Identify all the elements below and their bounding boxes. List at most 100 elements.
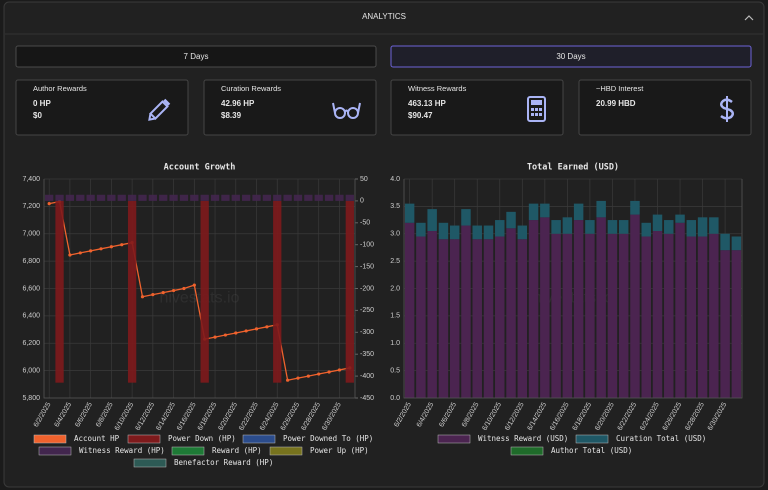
line-point — [161, 291, 165, 295]
range-button[interactable] — [390, 45, 752, 68]
line-point — [306, 374, 310, 378]
y-tick-label: 7,400 — [22, 176, 40, 183]
bar-segment — [551, 220, 561, 234]
bar — [76, 194, 85, 201]
line-point — [213, 335, 217, 339]
y2-tick-label: 0 — [360, 198, 364, 205]
bar-segment — [675, 214, 685, 223]
legend-label: Power Downed To (HP) — [283, 434, 373, 443]
plot-frame — [403, 179, 743, 399]
legend-label: Witness Reward (HP) — [79, 446, 165, 455]
legend-swatch — [38, 446, 72, 456]
range-button[interactable] — [15, 45, 377, 68]
y-tick-label: 0.0 — [390, 395, 400, 402]
bar — [221, 194, 230, 201]
bar-segment — [596, 200, 606, 218]
line-point — [192, 283, 196, 287]
legend-swatch — [269, 446, 303, 456]
range-button-label: 30 Days — [556, 52, 585, 61]
bar-segment — [517, 239, 528, 398]
bar-segment — [551, 233, 561, 398]
bar-segment — [731, 250, 742, 398]
bar-segment — [483, 225, 494, 240]
bar-segment — [720, 250, 730, 398]
bar — [55, 194, 64, 201]
legend-swatch — [127, 434, 161, 444]
bar — [314, 194, 323, 201]
legend-swatch — [171, 446, 205, 456]
bar-segment — [416, 222, 426, 237]
bar — [107, 194, 116, 201]
y2-tick-label: -350 — [360, 351, 374, 358]
legend-label: Curation Total (USD) — [616, 434, 706, 443]
bar-segment — [528, 203, 539, 221]
panel-title: ANALYTICS — [362, 12, 406, 21]
bar — [345, 200, 354, 383]
legend-swatch — [575, 434, 609, 444]
bar-segment — [449, 225, 460, 240]
bar-segment — [709, 233, 719, 398]
y-tick-label: 2.5 — [390, 258, 400, 265]
bar — [293, 194, 303, 201]
y-tick-label: 6,400 — [22, 313, 40, 320]
bar-segment — [483, 239, 494, 398]
y-tick-label: 5,800 — [22, 395, 40, 402]
bar — [138, 194, 147, 201]
line-point — [47, 202, 51, 206]
line-point — [234, 331, 238, 335]
bar-segment — [664, 233, 674, 398]
legend-label: Witness Reward (USD) — [478, 434, 568, 443]
chart-title: Total Earned (USD) — [527, 163, 619, 173]
legend-swatch — [437, 434, 471, 444]
range-button-label: 7 Days — [184, 52, 209, 61]
bar-segment — [540, 203, 550, 218]
stat-card — [578, 79, 752, 136]
chart-title: Account Growth — [164, 163, 236, 173]
legend-swatch — [242, 434, 276, 444]
bar-segment — [641, 236, 651, 398]
bar — [65, 194, 75, 201]
y-tick-label: 1.5 — [390, 313, 400, 320]
bar-segment — [472, 225, 482, 240]
bar-segment — [517, 225, 528, 240]
bar-segment — [461, 209, 471, 226]
y-tick-label: 4.0 — [390, 176, 400, 183]
bar-segment — [641, 222, 651, 237]
y2-tick-label: -400 — [360, 373, 374, 380]
bar — [273, 194, 282, 201]
bar-segment — [630, 200, 640, 215]
plot-frame — [43, 179, 356, 399]
bar — [210, 194, 220, 201]
bar-segment — [652, 214, 663, 232]
line-point — [286, 378, 290, 382]
bar-segment — [585, 233, 595, 398]
stat-card — [15, 79, 189, 136]
bar-segment — [540, 217, 550, 398]
line-point — [244, 329, 248, 333]
legend-swatch — [33, 434, 67, 444]
bar-segment — [461, 225, 471, 398]
bar — [345, 194, 354, 201]
pencil-icon — [148, 98, 171, 121]
card-value: 20.99 HBD — [596, 99, 636, 108]
line-point — [99, 247, 103, 251]
bar-segment — [664, 220, 674, 234]
bar-segment — [675, 222, 685, 398]
line-point — [182, 286, 186, 291]
bar — [117, 194, 126, 201]
line-point — [327, 370, 331, 374]
legend-swatch — [133, 458, 167, 468]
bar — [179, 194, 189, 201]
bar-segment — [438, 222, 449, 240]
y-tick-label: 6,200 — [22, 340, 40, 347]
bar-segment — [686, 220, 697, 237]
bar-segment — [618, 220, 629, 234]
bar-segment — [427, 231, 437, 398]
bar-segment — [416, 236, 426, 398]
card-value: 0 HP — [33, 99, 51, 108]
line-point — [254, 327, 259, 331]
bar — [148, 194, 157, 201]
stat-card — [203, 79, 377, 136]
bar — [127, 200, 137, 383]
collapse-caret[interactable] — [744, 15, 754, 21]
